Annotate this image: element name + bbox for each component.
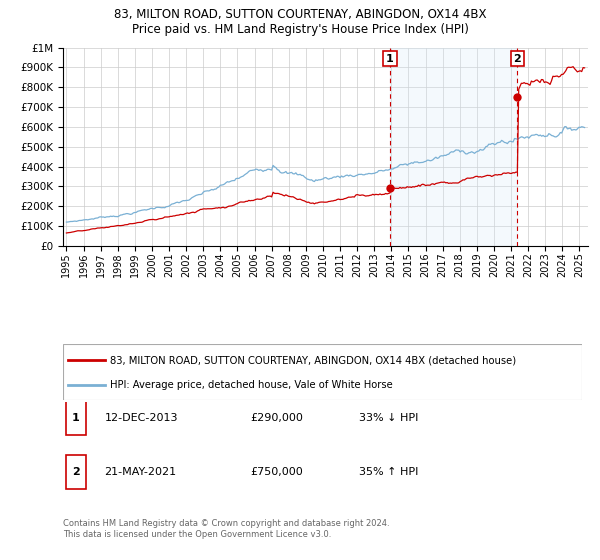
Text: 33% ↓ HPI: 33% ↓ HPI	[359, 413, 418, 423]
Bar	[390, 48, 517, 246]
Text: 83, MILTON ROAD, SUTTON COURTENAY, ABINGDON, OX14 4BX
Price paid vs. HM Land Reg: 83, MILTON ROAD, SUTTON COURTENAY, ABING…	[114, 8, 486, 36]
Text: 1: 1	[72, 413, 80, 423]
Text: 2: 2	[514, 54, 521, 63]
Text: 83, MILTON ROAD, SUTTON COURTENAY, ABINGDON, OX14 4BX (detached house): 83, MILTON ROAD, SUTTON COURTENAY, ABING…	[110, 355, 516, 365]
Text: Contains HM Land Registry data © Crown copyright and database right 2024.
This d: Contains HM Land Registry data © Crown c…	[63, 519, 389, 539]
Text: 21-MAY-2021: 21-MAY-2021	[104, 467, 176, 477]
Text: 35% ↑ HPI: 35% ↑ HPI	[359, 467, 418, 477]
Text: 12-DEC-2013: 12-DEC-2013	[104, 413, 178, 423]
Text: HPI: Average price, detached house, Vale of White Horse: HPI: Average price, detached house, Vale…	[110, 380, 392, 390]
Text: £750,000: £750,000	[250, 467, 302, 477]
Text: £290,000: £290,000	[250, 413, 303, 423]
Text: 1: 1	[386, 54, 394, 63]
Text: 2: 2	[72, 467, 80, 477]
